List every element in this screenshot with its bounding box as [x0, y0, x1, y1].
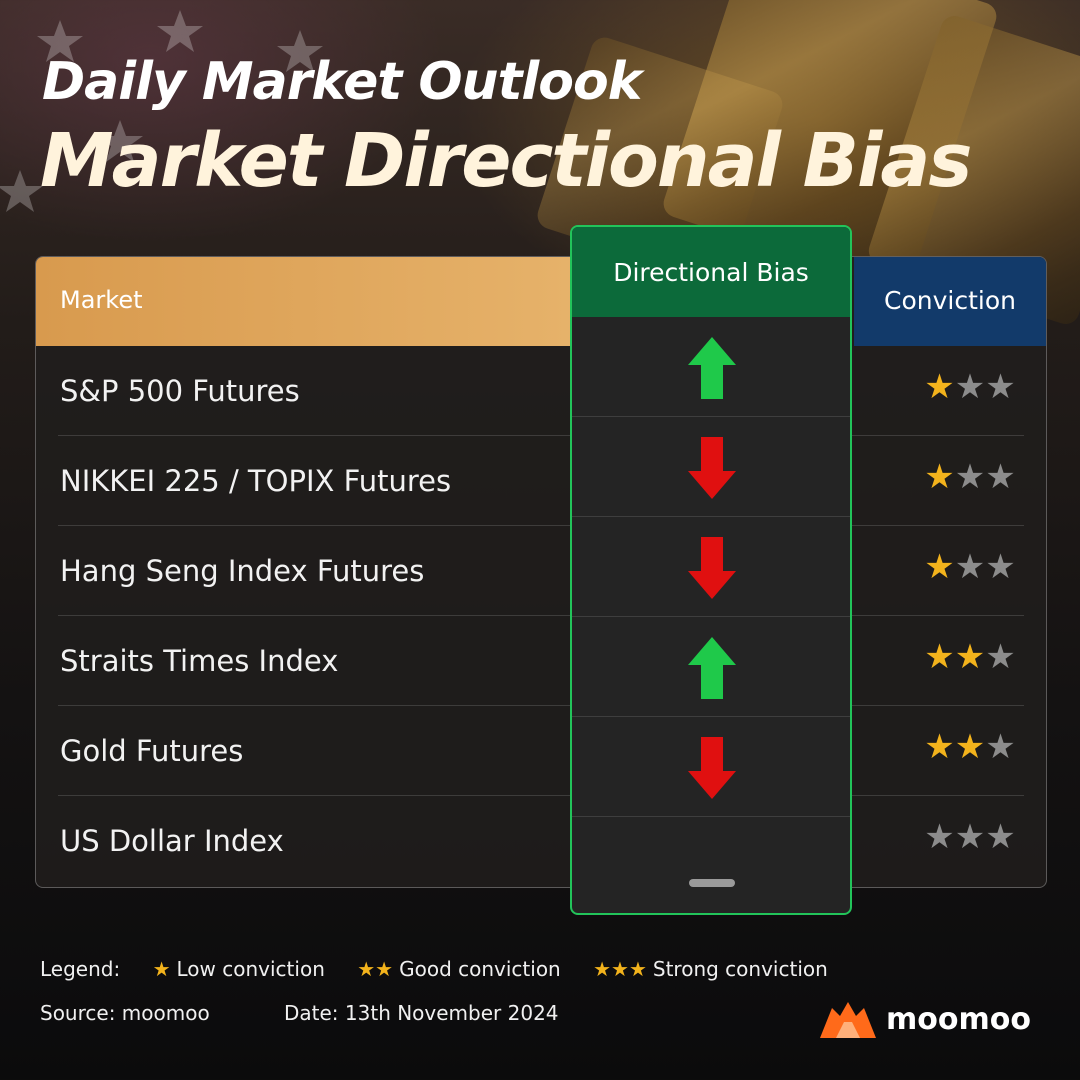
row-divider [572, 416, 850, 417]
bias-cell [572, 717, 850, 817]
row-divider [572, 516, 850, 517]
market-name: Gold Futures [60, 734, 244, 768]
star-empty-icon: ★ [985, 637, 1016, 677]
market-table: Market Conviction S&P 500 Futures NIKKEI… [35, 256, 1047, 888]
neutral-dash-icon [689, 879, 735, 887]
bias-column-header: Directional Bias [572, 227, 850, 317]
star-empty-icon: ★ [985, 457, 1016, 497]
source-text: Source: moomoo [40, 1001, 210, 1025]
star-filled-icon: ★ [924, 637, 955, 677]
market-name: NIKKEI 225 / TOPIX Futures [60, 464, 452, 498]
row-divider [58, 525, 1024, 526]
star-empty-icon: ★ [954, 817, 986, 857]
arrow-up-icon [688, 637, 736, 699]
conviction-column-label: Conviction [884, 286, 1016, 315]
bias-cell [572, 317, 850, 417]
row-divider [572, 816, 850, 817]
star-empty-icon: ★ [954, 367, 986, 407]
legend-star-icon: ★★ [357, 957, 394, 981]
star-filled-icon: ★ [924, 367, 955, 407]
bias-cell [572, 617, 850, 717]
market-name: US Dollar Index [60, 824, 284, 858]
star-empty-icon: ★ [985, 547, 1016, 587]
market-column-label: Market [60, 286, 143, 314]
legend-star-icon: ★ [152, 957, 171, 981]
star-filled-icon: ★ [924, 727, 955, 767]
date-text: Date: 13th November 2024 [284, 1001, 559, 1025]
star-empty-icon: ★ [985, 727, 1016, 767]
arrow-down-icon [688, 437, 736, 499]
moomoo-bull-icon [820, 1002, 876, 1038]
directional-bias-column: Directional Bias [570, 225, 852, 915]
star-empty-icon: ★ [924, 817, 955, 857]
arrow-up-icon [688, 337, 736, 399]
market-name: S&P 500 Futures [60, 374, 300, 408]
conviction-stars: ★★★ [895, 817, 1045, 857]
legend-item-text: Good conviction [399, 957, 561, 981]
conviction-stars: ★★★ [895, 637, 1045, 677]
bias-cell [572, 517, 850, 617]
legend-star-icon: ★★★ [593, 957, 647, 981]
market-column-header: Market [36, 257, 572, 346]
conviction-stars: ★★★ [895, 367, 1045, 407]
row-divider [58, 795, 1024, 796]
row-divider [572, 716, 850, 717]
star-empty-icon: ★ [985, 367, 1016, 407]
page-title: Market Directional Bias [40, 118, 972, 204]
legend-label: Legend: [40, 957, 121, 981]
arrow-down-icon [688, 537, 736, 599]
flag-stars-decoration [0, 10, 323, 212]
page-subtitle: Daily Market Outlook [42, 52, 642, 112]
conviction-stars: ★★★ [895, 727, 1045, 767]
arrow-down-icon [688, 737, 736, 799]
conviction-column-header: Conviction [854, 257, 1046, 346]
brand-logo: moomoo [818, 996, 1048, 1044]
star-empty-icon: ★ [985, 817, 1016, 857]
bias-cell [572, 417, 850, 517]
star-filled-icon: ★ [954, 727, 986, 767]
star-filled-icon: ★ [924, 547, 955, 587]
bias-column-label: Directional Bias [613, 258, 809, 287]
market-name: Hang Seng Index Futures [60, 554, 425, 588]
star-empty-icon: ★ [954, 547, 986, 587]
legend-item-text: Strong conviction [652, 957, 828, 981]
row-divider [572, 616, 850, 617]
row-divider [58, 705, 1024, 706]
brand-name: moomoo [886, 1002, 1031, 1037]
conviction-stars: ★★★ [895, 547, 1045, 587]
conviction-stars: ★★★ [895, 457, 1045, 497]
market-name: Straits Times Index [60, 644, 339, 678]
star-empty-icon: ★ [954, 457, 986, 497]
star-filled-icon: ★ [924, 457, 955, 497]
row-divider [58, 435, 1024, 436]
row-divider [58, 615, 1024, 616]
star-filled-icon: ★ [954, 637, 986, 677]
legend: Legend: ★ Low conviction ★★ Good convictio… [40, 957, 828, 981]
bias-cell [572, 817, 850, 913]
legend-item-text: Low conviction [176, 957, 325, 981]
